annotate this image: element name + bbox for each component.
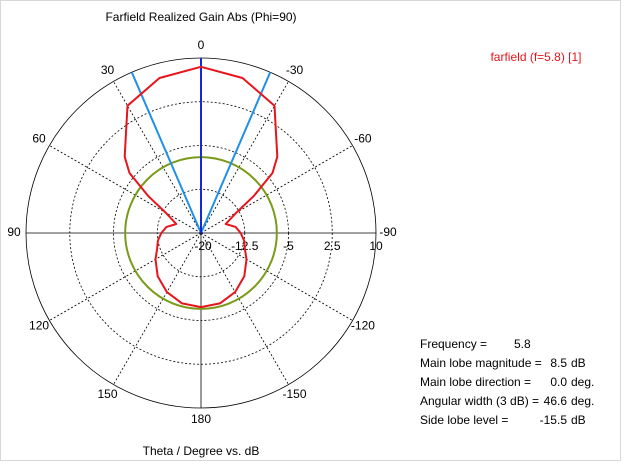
- spoke: [49, 145, 202, 234]
- spoke: [113, 232, 202, 385]
- info-label: Side lobe level =: [420, 413, 508, 427]
- info-unit: deg.: [571, 394, 594, 408]
- theta-tick-label: 90: [7, 225, 21, 239]
- info-label: Angular width (3 dB) =: [420, 394, 539, 408]
- info-unit: dB: [571, 413, 586, 427]
- theta-tick-label: 30: [101, 63, 115, 77]
- theta-tick-label: -90: [379, 225, 397, 239]
- r-tick-label: 2.5: [324, 239, 341, 253]
- grid-circle: [113, 145, 289, 321]
- theta-tick-label: 60: [32, 132, 46, 146]
- theta-tick-label: 150: [97, 387, 117, 401]
- info-value: 8.5: [550, 356, 567, 370]
- r-tick-label: -5: [283, 239, 294, 253]
- spoke: [200, 232, 353, 321]
- theta-tick-label: 0: [198, 38, 205, 52]
- theta-tick-label: -60: [354, 132, 372, 146]
- theta-tick-label: -120: [351, 319, 375, 333]
- info-label: Main lobe direction =: [420, 375, 531, 389]
- spoke: [200, 232, 289, 385]
- beamwidth-line: [200, 71, 272, 234]
- info-label: Frequency =: [420, 337, 487, 351]
- info-value: 5.8: [514, 337, 531, 351]
- theta-tick-label: -30: [286, 63, 304, 77]
- theta-tick-label: 180: [191, 412, 211, 426]
- info-unit: deg.: [571, 375, 594, 389]
- r-tick-label: -20: [194, 239, 212, 253]
- axis-label: Theta / Degree vs. dB: [143, 444, 260, 458]
- theta-tick-label: -150: [282, 387, 306, 401]
- r-tick-label: 10: [369, 239, 383, 253]
- info-value: 46.6: [544, 394, 568, 408]
- legend-entry: farfield (f=5.8) [1]: [490, 50, 581, 64]
- info-label: Main lobe magnitude =: [420, 356, 542, 370]
- spoke: [200, 145, 353, 234]
- info-value: -15.5: [540, 413, 568, 427]
- beamwidth-line: [130, 71, 202, 234]
- info-unit: dB: [571, 356, 586, 370]
- spoke: [49, 232, 202, 321]
- grid-circle: [69, 101, 333, 365]
- info-value: 0.0: [550, 375, 567, 389]
- theta-tick-label: 120: [29, 319, 49, 333]
- pattern-line: [123, 65, 279, 309]
- chart-title: Farfield Realized Gain Abs (Phi=90): [105, 10, 296, 24]
